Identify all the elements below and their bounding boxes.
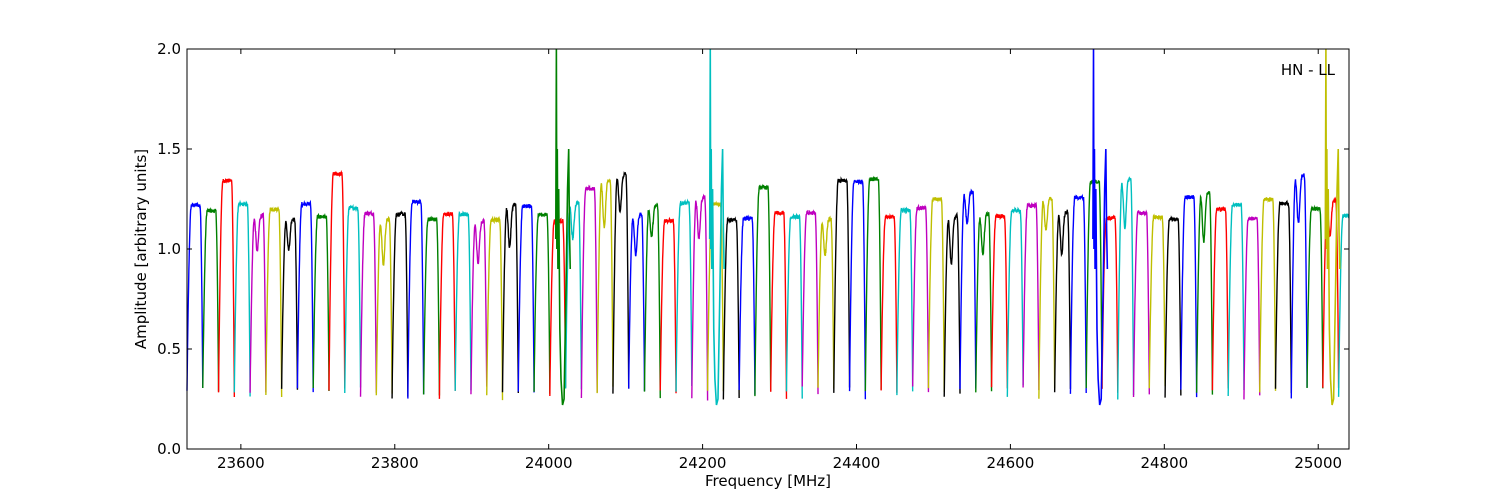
- channel-series-line: [296, 199, 314, 393]
- y-tick-label: 1.5: [157, 140, 181, 158]
- channel-series-line: [801, 209, 819, 395]
- x-tick-label: 24400: [833, 454, 881, 472]
- channel-series-line: [975, 210, 993, 393]
- channel-series-line: [1117, 176, 1135, 400]
- channel-series-line: [911, 203, 930, 393]
- plot-annotation: HN - LL: [1281, 61, 1336, 79]
- channel-series-line: [1195, 190, 1214, 395]
- channel-series-line: [328, 169, 346, 391]
- channel-series-line: [896, 206, 914, 396]
- channel-series-line: [375, 215, 393, 396]
- channel-series-line: [202, 206, 220, 392]
- series-layer: [186, 48, 1350, 406]
- channel-series-line: [1148, 213, 1166, 389]
- channel-series-line: [817, 215, 835, 389]
- channel-series-line: [249, 211, 267, 393]
- x-tick-label: 23800: [371, 454, 419, 472]
- channel-series-line: [990, 213, 1009, 389]
- channel-series-line: [407, 198, 425, 399]
- spike-series-line: [708, 48, 725, 406]
- channel-series-line: [454, 210, 472, 391]
- channel-series-line: [1337, 213, 1350, 397]
- channel-series-line: [1259, 196, 1277, 393]
- channel-series-line: [959, 188, 977, 389]
- channel-series-line: [501, 202, 519, 393]
- x-tick-label: 24800: [1140, 454, 1188, 472]
- channel-series-line: [1053, 209, 1072, 393]
- channel-series-line: [186, 201, 204, 391]
- channel-series-line: [1227, 201, 1245, 397]
- channel-series-line: [1180, 195, 1198, 398]
- channel-series-line: [265, 206, 283, 398]
- channel-series-line: [233, 199, 251, 397]
- channel-series-line: [1290, 173, 1308, 399]
- x-tick-label: 24600: [987, 454, 1035, 472]
- channel-series-line: [643, 202, 661, 399]
- channel-series-line: [612, 171, 630, 394]
- x-tick-label: 24200: [679, 454, 727, 472]
- channel-series-line: [880, 212, 898, 393]
- channel-series-line: [1038, 196, 1056, 399]
- channel-series-line: [628, 212, 646, 392]
- channel-series-line: [769, 210, 788, 399]
- channel-series-line: [344, 203, 362, 394]
- channel-series-line: [280, 217, 299, 390]
- channel-series-line: [659, 216, 677, 394]
- y-tick-label: 2.0: [157, 40, 181, 58]
- channel-series-line: [848, 179, 867, 400]
- channel-series-line: [1306, 204, 1324, 389]
- channel-series-line: [564, 199, 583, 390]
- channel-series-line: [359, 209, 378, 397]
- spike-series-line: [1092, 48, 1109, 406]
- channel-series-line: [533, 212, 551, 394]
- channel-series-line: [1101, 214, 1119, 393]
- channel-series-line: [738, 214, 756, 395]
- x-tick-label: 24000: [525, 454, 573, 472]
- channel-series-line: [312, 212, 330, 391]
- channel-series-line: [864, 175, 882, 392]
- spike-series-line: [554, 48, 572, 406]
- x-tick-label: 25000: [1294, 454, 1342, 472]
- channel-series-line: [422, 215, 441, 396]
- channel-series-line: [927, 197, 945, 393]
- y-tick-label: 0.0: [157, 440, 181, 458]
- channel-series-line: [1022, 201, 1040, 391]
- channel-series-line: [1006, 206, 1024, 397]
- channel-series-line: [754, 183, 772, 397]
- channel-series-line: [1274, 199, 1292, 394]
- channel-series-line: [517, 203, 535, 393]
- channel-series-line: [1243, 216, 1261, 400]
- channel-series-line: [722, 216, 740, 400]
- channel-series-line: [391, 210, 409, 399]
- channel-series-line: [596, 178, 614, 394]
- channel-series-line: [943, 211, 961, 397]
- channel-series-line: [1164, 215, 1182, 398]
- channel-series-line: [1211, 205, 1229, 391]
- channel-series-line: [691, 193, 709, 401]
- y-tick-label: 1.0: [157, 240, 181, 258]
- channel-series-line: [785, 212, 803, 399]
- channel-series-line: [438, 211, 456, 399]
- spike-series-line: [1324, 48, 1341, 406]
- channel-series-line: [470, 217, 488, 395]
- x-tick-label: 23600: [217, 454, 265, 472]
- channel-series-line: [833, 176, 851, 393]
- y-axis-label: Amplitude [arbitrary units]: [132, 149, 150, 349]
- channel-series-line: [580, 184, 598, 399]
- channel-series-line: [486, 215, 504, 401]
- ticks-layer: 23600 23800 24000 24200 24400 24600 24800 25000…: [157, 40, 1349, 472]
- channel-series-line: [217, 178, 236, 397]
- y-tick-label: 0.5: [157, 340, 181, 358]
- channel-series-line: [675, 198, 693, 392]
- channel-series-line: [1132, 209, 1151, 398]
- x-axis-label: Frequency [MHz]: [705, 472, 831, 490]
- channel-series-line: [1069, 193, 1087, 394]
